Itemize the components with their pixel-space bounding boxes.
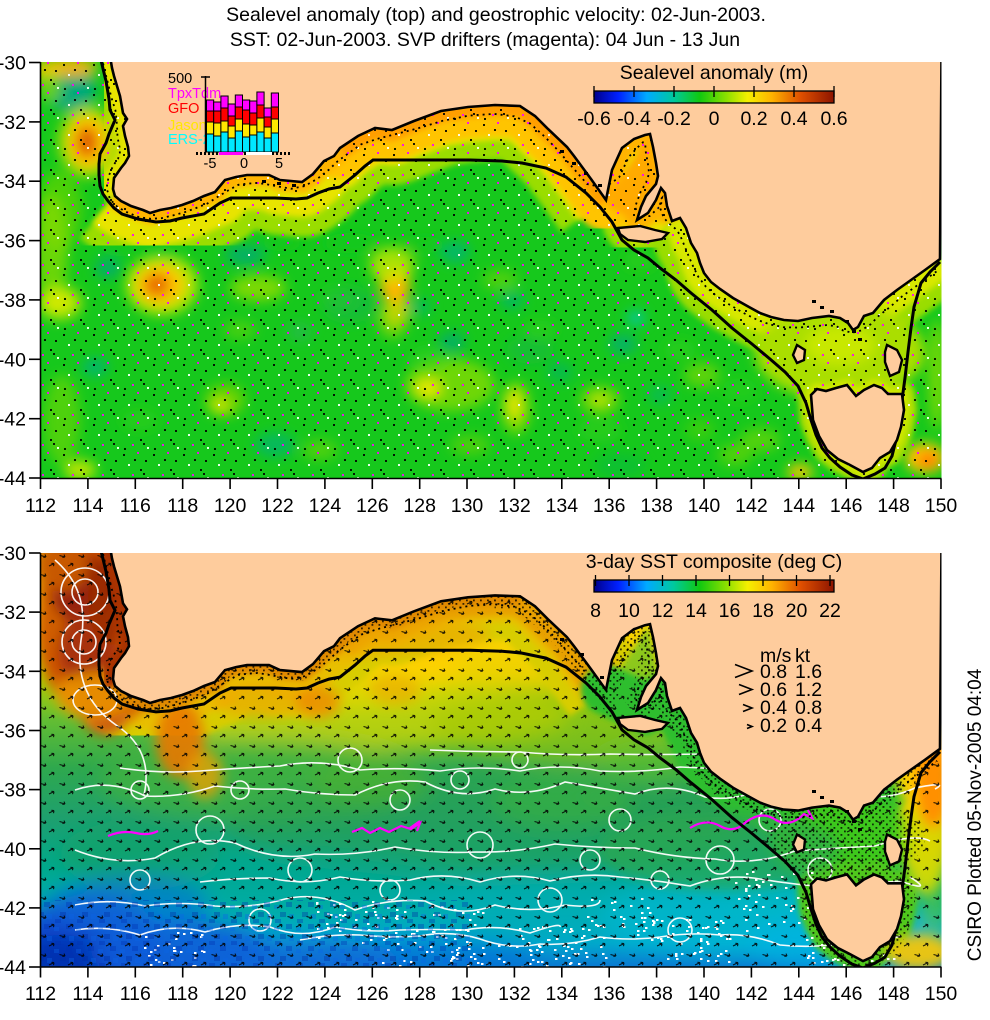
svg-text:500: 500 (168, 71, 192, 87)
svg-text:8: 8 (590, 600, 601, 622)
svg-text:0.2: 0.2 (760, 715, 787, 737)
svg-text:-30: -30 (0, 543, 26, 565)
svg-text:140: 140 (688, 495, 721, 517)
svg-text:-0.2: -0.2 (657, 108, 691, 130)
svg-text:CSIRO Plotted 05-Nov-2005 04:0: CSIRO Plotted 05-Nov-2005 04:04 (965, 668, 986, 961)
svg-text:148: 148 (877, 495, 910, 517)
svg-text:-32: -32 (0, 602, 26, 624)
svg-text:22: 22 (819, 600, 841, 622)
svg-text:-0.4: -0.4 (617, 108, 651, 130)
svg-text:136: 136 (593, 983, 626, 1005)
svg-text:124: 124 (309, 983, 342, 1005)
svg-text:134: 134 (546, 495, 579, 517)
svg-text:134: 134 (546, 983, 579, 1005)
svg-text:Sealevel anomaly (top) and geo: Sealevel anomaly (top) and geostrophic v… (226, 4, 766, 26)
svg-text:-32: -32 (0, 112, 26, 134)
svg-text:122: 122 (261, 983, 294, 1005)
svg-text:m/s: m/s (760, 645, 792, 667)
svg-text:144: 144 (783, 983, 816, 1005)
svg-text:-40: -40 (0, 349, 26, 371)
svg-text:130: 130 (451, 983, 484, 1005)
svg-text:112: 112 (25, 495, 56, 517)
svg-text:0.4: 0.4 (780, 108, 807, 130)
svg-text:-0.6: -0.6 (577, 108, 611, 130)
svg-text:112: 112 (25, 983, 56, 1005)
svg-text:118: 118 (167, 495, 198, 517)
svg-text:0.8: 0.8 (795, 697, 822, 719)
svg-text:0.4: 0.4 (760, 697, 787, 719)
svg-text:150: 150 (925, 495, 958, 517)
svg-text:146: 146 (830, 495, 863, 517)
svg-text:-36: -36 (0, 721, 26, 743)
svg-text:-40: -40 (0, 839, 26, 861)
svg-text:148: 148 (877, 983, 910, 1005)
svg-text:-30: -30 (0, 53, 26, 75)
svg-text:-42: -42 (0, 409, 26, 431)
svg-text:-34: -34 (0, 661, 26, 683)
svg-text:-36: -36 (0, 231, 26, 253)
svg-text:-5: -5 (204, 156, 217, 172)
svg-text:-34: -34 (0, 171, 26, 193)
svg-text:10: 10 (618, 600, 640, 622)
svg-text:0.6: 0.6 (760, 679, 787, 701)
svg-text:1.2: 1.2 (795, 679, 822, 701)
svg-text:136: 136 (593, 495, 626, 517)
svg-text:140: 140 (688, 983, 721, 1005)
svg-text:144: 144 (783, 495, 816, 517)
svg-text:120: 120 (214, 495, 247, 517)
svg-text:114: 114 (72, 983, 103, 1005)
svg-text:0.2: 0.2 (740, 108, 767, 130)
svg-text:126: 126 (356, 495, 389, 517)
svg-text:1.6: 1.6 (795, 661, 822, 683)
svg-text:128: 128 (403, 495, 436, 517)
svg-text:20: 20 (786, 600, 808, 622)
svg-text:-38: -38 (0, 290, 26, 312)
svg-text:3-day SST composite (deg C): 3-day SST composite (deg C) (586, 551, 843, 573)
svg-text:0.6: 0.6 (820, 108, 847, 130)
svg-text:120: 120 (214, 983, 247, 1005)
svg-text:116: 116 (120, 983, 151, 1005)
svg-text:-38: -38 (0, 780, 26, 802)
svg-text:0.8: 0.8 (760, 661, 787, 683)
svg-text:118: 118 (167, 983, 198, 1005)
svg-text:TpxTdm: TpxTdm (168, 86, 221, 102)
svg-text:18: 18 (752, 600, 774, 622)
svg-text:12: 12 (652, 600, 674, 622)
svg-text:146: 146 (830, 983, 863, 1005)
svg-text:kt: kt (795, 645, 811, 667)
svg-text:-44: -44 (0, 468, 26, 490)
svg-text:Jason: Jason (168, 118, 207, 134)
svg-text:-44: -44 (0, 957, 26, 979)
svg-text:116: 116 (120, 495, 151, 517)
svg-text:14: 14 (685, 600, 707, 622)
svg-text:128: 128 (403, 983, 436, 1005)
svg-text:124: 124 (309, 495, 342, 517)
svg-text:138: 138 (640, 983, 673, 1005)
svg-text:150: 150 (925, 983, 958, 1005)
svg-text:0.4: 0.4 (795, 715, 822, 737)
svg-text:5: 5 (275, 156, 283, 172)
svg-text:Sealevel anomaly (m): Sealevel anomaly (m) (620, 62, 809, 84)
svg-text:SST: 02-Jun-2003. SVP drifters: SST: 02-Jun-2003. SVP drifters (magenta)… (230, 29, 740, 51)
svg-text:142: 142 (735, 495, 768, 517)
svg-text:ERS-2: ERS-2 (168, 132, 211, 148)
svg-text:GFO: GFO (168, 101, 199, 117)
svg-text:132: 132 (498, 983, 531, 1005)
svg-text:142: 142 (735, 983, 768, 1005)
svg-text:16: 16 (719, 600, 741, 622)
svg-text:122: 122 (261, 495, 294, 517)
svg-text:138: 138 (640, 495, 673, 517)
svg-text:0: 0 (240, 156, 248, 172)
svg-text:-42: -42 (0, 898, 26, 920)
svg-text:114: 114 (72, 495, 103, 517)
svg-text:130: 130 (451, 495, 484, 517)
svg-text:126: 126 (356, 983, 389, 1005)
svg-text:132: 132 (498, 495, 531, 517)
svg-text:0: 0 (709, 108, 720, 130)
